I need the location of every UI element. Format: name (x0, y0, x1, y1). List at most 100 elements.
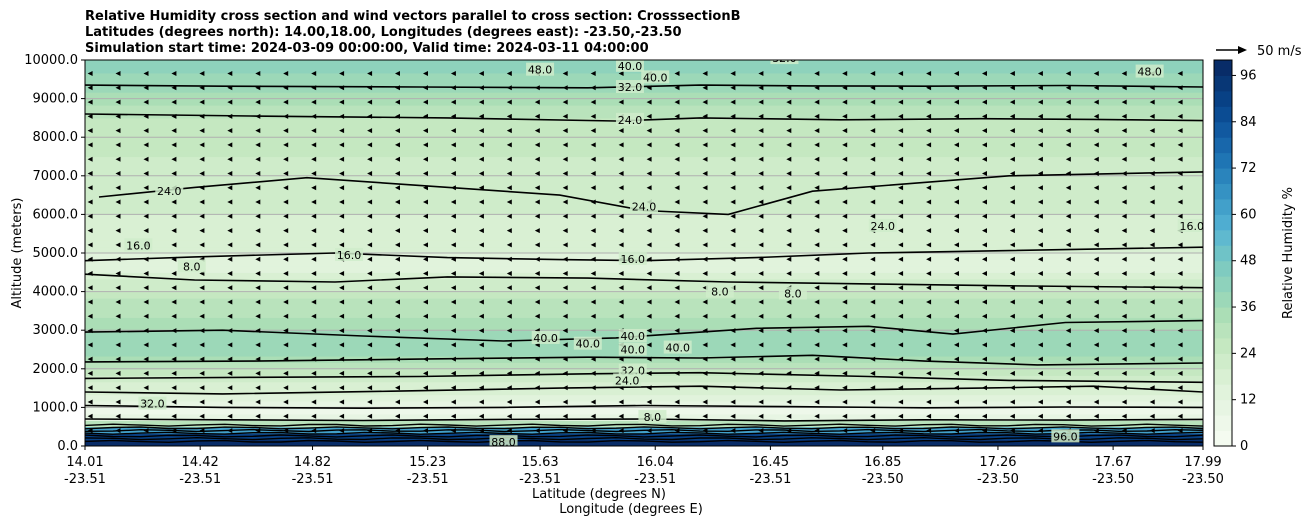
wind-vector (562, 242, 568, 248)
wind-vector (982, 413, 987, 419)
wind-vector (367, 342, 373, 348)
contour-label-bg (778, 286, 807, 300)
wind-vector (898, 185, 904, 191)
wind-vector (1093, 142, 1099, 148)
wind-vector (171, 313, 177, 319)
rh-fill-band (85, 195, 1203, 203)
wind-vector (367, 228, 373, 234)
wind-vector (1149, 99, 1155, 105)
wind-vector (674, 228, 680, 234)
wind-vector (1149, 228, 1155, 234)
wind-vector (143, 413, 149, 419)
wind-vector (702, 199, 708, 205)
wind-vector (730, 242, 736, 248)
wind-vector (227, 85, 233, 91)
wind-vector (870, 242, 876, 248)
wind-vector (171, 328, 177, 334)
wind-vector (982, 356, 987, 362)
wind-vector (954, 313, 959, 319)
wind-vector (1149, 370, 1155, 376)
wind-vector (395, 171, 400, 176)
wind-vector (87, 142, 93, 148)
wind-vector (478, 370, 484, 376)
wind-vector (1009, 399, 1015, 405)
wind-vector (954, 171, 959, 176)
wind-vector (814, 128, 820, 134)
wind-vector (87, 342, 93, 348)
wind-vector (562, 428, 568, 434)
wind-vector (339, 356, 345, 362)
wind-vector (898, 156, 904, 162)
wind-vector (143, 256, 149, 262)
wind-vector (730, 370, 736, 376)
wind-vector (702, 356, 708, 362)
wind-vector (283, 228, 289, 234)
wind-vector (702, 99, 708, 105)
wind-vector (954, 385, 959, 391)
wind-vector (1065, 199, 1071, 205)
wind-vector (450, 271, 456, 276)
wind-vector (898, 142, 904, 148)
wind-vector (534, 113, 540, 119)
wind-vector (730, 356, 736, 362)
wind-vector (1177, 142, 1183, 148)
surface-contour-line (85, 436, 1203, 441)
wind-vector (227, 271, 233, 276)
wind-vector (1149, 171, 1155, 176)
wind-vector (199, 85, 205, 91)
wind-vector (730, 156, 736, 162)
wind-vector (1093, 185, 1099, 191)
wind-vector (1177, 399, 1183, 405)
colorbar-tick-label: 84 (1240, 115, 1257, 130)
wind-vector (506, 313, 512, 319)
wind-vector (87, 99, 93, 105)
wind-vector (926, 428, 932, 434)
wind-vector (870, 299, 876, 305)
wind-vector (395, 285, 400, 291)
wind-vector (618, 128, 624, 134)
wind-vector (842, 99, 848, 105)
wind-vector (870, 428, 876, 434)
wind-vector (870, 71, 876, 76)
wind-vector (814, 356, 820, 362)
wind-vector (1009, 313, 1015, 319)
wind-vector (870, 213, 876, 219)
wind-vector (395, 271, 400, 276)
wind-vector (702, 242, 708, 248)
wind-vector (506, 428, 512, 434)
wind-vectors (87, 71, 1183, 434)
wind-vector (618, 171, 624, 176)
wind-vector (562, 199, 568, 205)
wind-vector (255, 185, 261, 191)
wind-vector (506, 242, 512, 248)
contour-label: 24.0 (615, 374, 640, 387)
wind-vector (954, 142, 959, 148)
wind-vector (478, 313, 484, 319)
wind-vector (898, 299, 904, 305)
wind-vector (1177, 328, 1183, 334)
wind-vector (954, 199, 959, 205)
wind-vector (926, 385, 932, 391)
y-tick-label: 8000.0 (33, 130, 79, 145)
colorbar-segment (1214, 353, 1232, 370)
wind-vector (87, 299, 93, 305)
wind-vector (367, 285, 373, 291)
wind-vector (870, 199, 876, 205)
wind-vector (1093, 85, 1099, 91)
contour-label: 32.0 (140, 398, 165, 411)
wind-vector (1093, 71, 1099, 76)
colorbar-segment (1214, 106, 1232, 123)
wind-vector (87, 285, 93, 291)
wind-vector (786, 313, 792, 319)
wind-vector (395, 356, 400, 362)
wind-vector (1065, 285, 1071, 291)
colorbar-label: Relative Humidity % (1281, 187, 1296, 319)
wind-vector (283, 242, 289, 248)
colorbar-tick-label: 60 (1240, 207, 1257, 222)
wind-vector (618, 299, 624, 305)
wind-vector (674, 370, 680, 376)
wind-vector (199, 370, 205, 376)
wind-vector (143, 385, 149, 391)
wind-vector (898, 385, 904, 391)
wind-vector (506, 185, 512, 191)
